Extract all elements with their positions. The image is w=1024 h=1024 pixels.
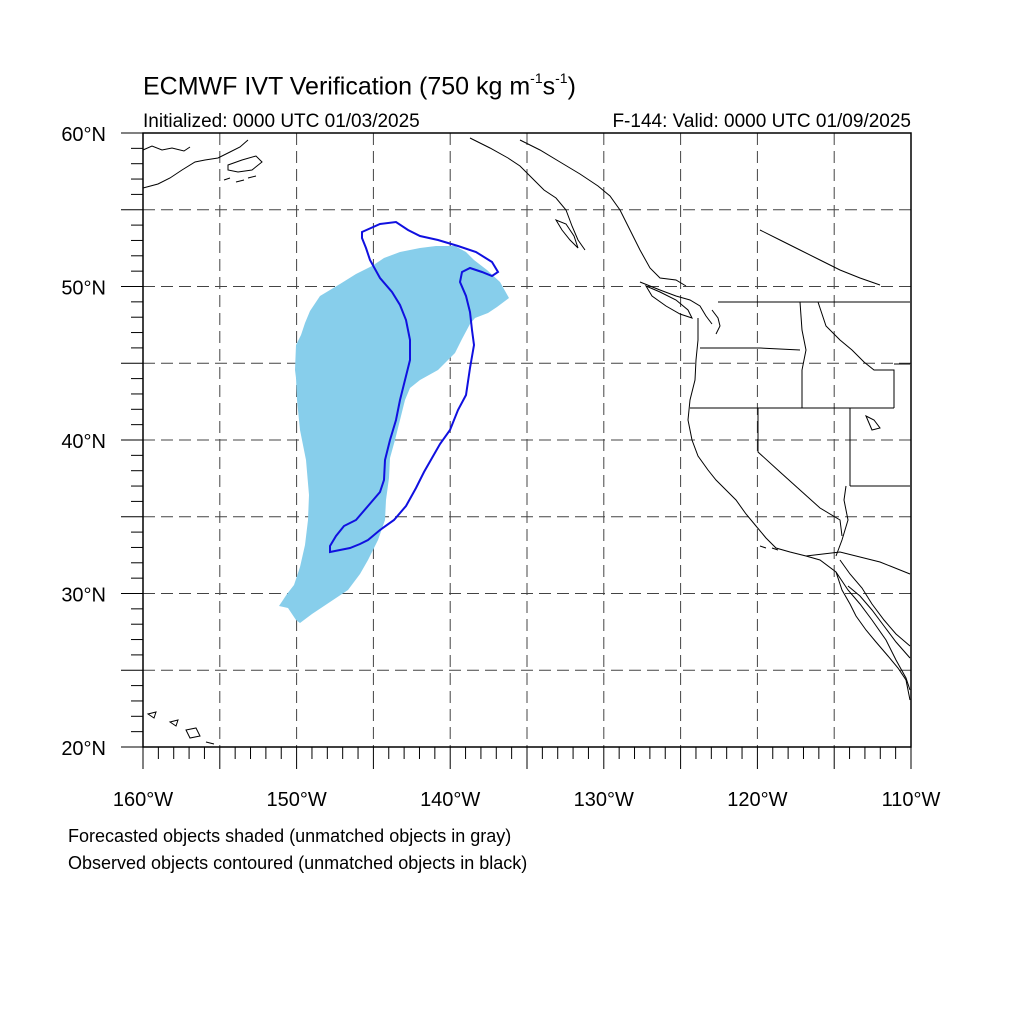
alaska-coast (142, 145, 191, 152)
gulf-of-alaska-coast (469, 137, 586, 251)
baja-california (835, 571, 911, 701)
y-tick-label: 60°N (61, 124, 106, 146)
alaska-panhandle (519, 139, 687, 287)
great-salt-lake (865, 414, 881, 431)
x-tick-label: 140°W (420, 789, 480, 811)
aleutian-isles (223, 175, 257, 183)
y-tick-label: 50°N (61, 278, 106, 300)
y-tick-label: 30°N (61, 585, 106, 607)
map-title: ECMWF IVT Verification (750 kg m-1s-1) (143, 70, 576, 101)
valid-time: F-144: Valid: 0000 UTC 01/09/2025 (612, 111, 911, 132)
channel-islands (759, 545, 779, 551)
forecast-object (279, 246, 509, 623)
haida-gwaii (554, 218, 579, 249)
mainland-mexico (847, 585, 911, 659)
ca-nv-border (757, 408, 843, 537)
forecast-note: Forecasted objects shaded (unmatched obj… (68, 826, 512, 846)
wa-or-border (700, 347, 801, 351)
idaho-west-border (799, 301, 807, 408)
x-tick-label: 160°W (113, 789, 173, 811)
alaska-peninsula (142, 139, 249, 189)
vancouver-island (644, 284, 693, 319)
us-mexico-border (805, 551, 911, 575)
az-west-border (835, 485, 849, 557)
x-tick-label: 130°W (574, 789, 634, 811)
x-tick-label: 150°W (266, 789, 326, 811)
us-west-coast (687, 318, 911, 691)
gulf-of-california (839, 559, 911, 647)
y-tick-label: 20°N (61, 738, 106, 760)
x-tick-label: 120°W (727, 789, 787, 811)
axis-ticks (121, 132, 912, 769)
y-tick-label: 40°N (61, 431, 106, 453)
idaho-east-border (817, 301, 895, 408)
puget-sound (711, 309, 721, 335)
hawaii-islands (146, 711, 215, 745)
bc-interior-river (759, 229, 881, 286)
observed-object (329, 220, 500, 554)
axis-labels: 160°W 150°W 140°W 130°W 120°W 110°W 60°N 50°N 40… (61, 124, 940, 811)
coastlines (142, 137, 911, 745)
x-tick-label: 110°W (882, 789, 941, 811)
bc-coast (639, 281, 713, 325)
kodiak-island (227, 155, 263, 173)
grid-lines (143, 133, 911, 747)
init-time: Initialized: 0000 UTC 01/03/2025 (143, 111, 420, 132)
observed-note: Observed objects contoured (unmatched ob… (68, 853, 528, 873)
